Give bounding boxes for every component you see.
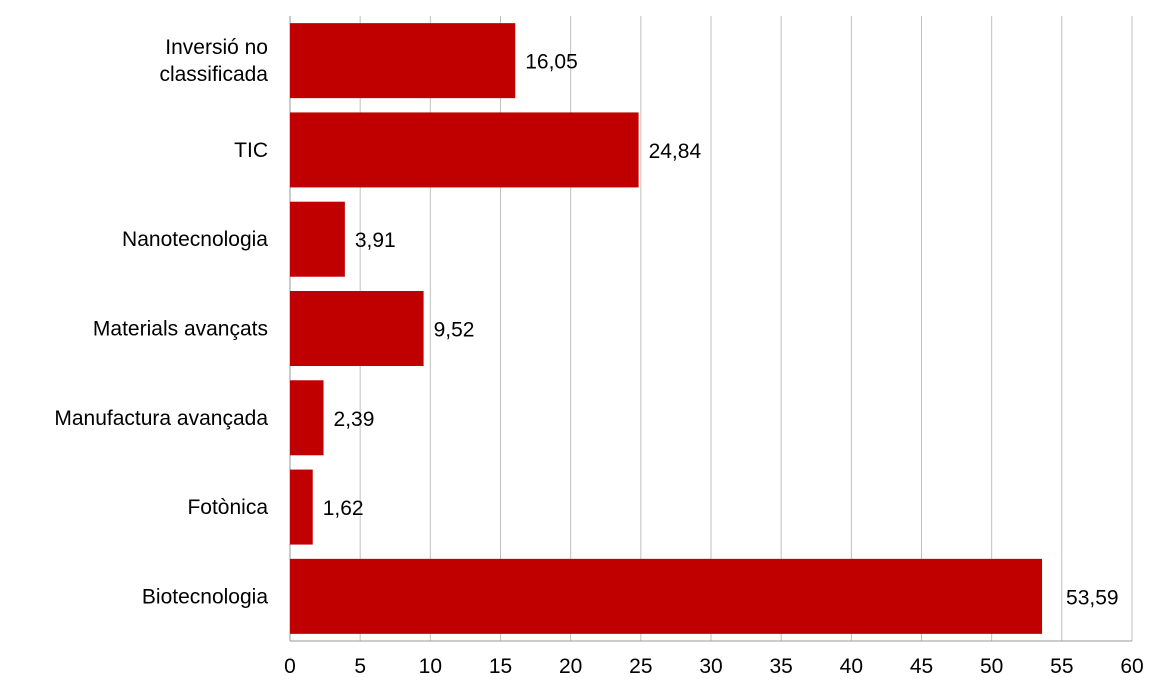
category-label-line: Biotecnologia <box>142 585 268 608</box>
bar <box>290 380 324 456</box>
x-tick-label: 0 <box>284 655 296 678</box>
x-tick-label: 45 <box>910 655 933 678</box>
data-label: 16,05 <box>525 51 578 74</box>
data-label: 2,39 <box>334 408 375 431</box>
bar <box>290 469 313 545</box>
labels: 0 5 10 15 20 25 30 35 40 45 50 55 60 Inversió no class… <box>54 36 1143 678</box>
category-label-line: Inversió no <box>165 36 268 59</box>
data-label: 9,52 <box>434 319 475 342</box>
x-tick-label: 5 <box>354 655 366 678</box>
category-label: Biotecnologia <box>142 585 268 608</box>
data-label: 24,84 <box>649 140 702 163</box>
category-label: TIC <box>234 139 268 162</box>
bar <box>290 112 639 188</box>
x-tick-label: 50 <box>980 655 1003 678</box>
x-tick-label: 35 <box>769 655 792 678</box>
bar <box>290 23 516 99</box>
category-label: Inversió no classificada <box>159 36 268 86</box>
bar <box>290 291 424 366</box>
x-tick-label: 20 <box>559 655 582 678</box>
category-label: Materials avançats <box>93 318 268 341</box>
category-label-line: classificada <box>159 63 268 86</box>
category-label-line: Nanotecnologia <box>122 228 268 251</box>
bar <box>290 558 1043 634</box>
bar <box>290 201 345 277</box>
category-label-line: Fotònica <box>187 496 268 519</box>
data-label: 53,59 <box>1066 586 1119 609</box>
x-tick-label: 30 <box>699 655 722 678</box>
data-label: 3,91 <box>355 229 396 252</box>
category-label-line: TIC <box>234 139 268 162</box>
category-label: Nanotecnologia <box>122 228 268 251</box>
gridlines <box>289 16 1133 642</box>
x-tick-label: 40 <box>840 655 863 678</box>
x-tick-label: 60 <box>1120 655 1143 678</box>
category-label: Manufactura avançada <box>54 407 268 430</box>
bars <box>290 23 1043 634</box>
x-tick-label: 10 <box>419 655 442 678</box>
x-tick-label: 25 <box>629 655 652 678</box>
x-tick-label: 15 <box>489 655 512 678</box>
x-tick-label: 55 <box>1050 655 1073 678</box>
category-label: Fotònica <box>187 496 268 519</box>
category-label-line: Materials avançats <box>93 318 268 341</box>
category-label-line: Manufactura avançada <box>54 407 268 430</box>
data-label: 1,62 <box>323 497 364 520</box>
